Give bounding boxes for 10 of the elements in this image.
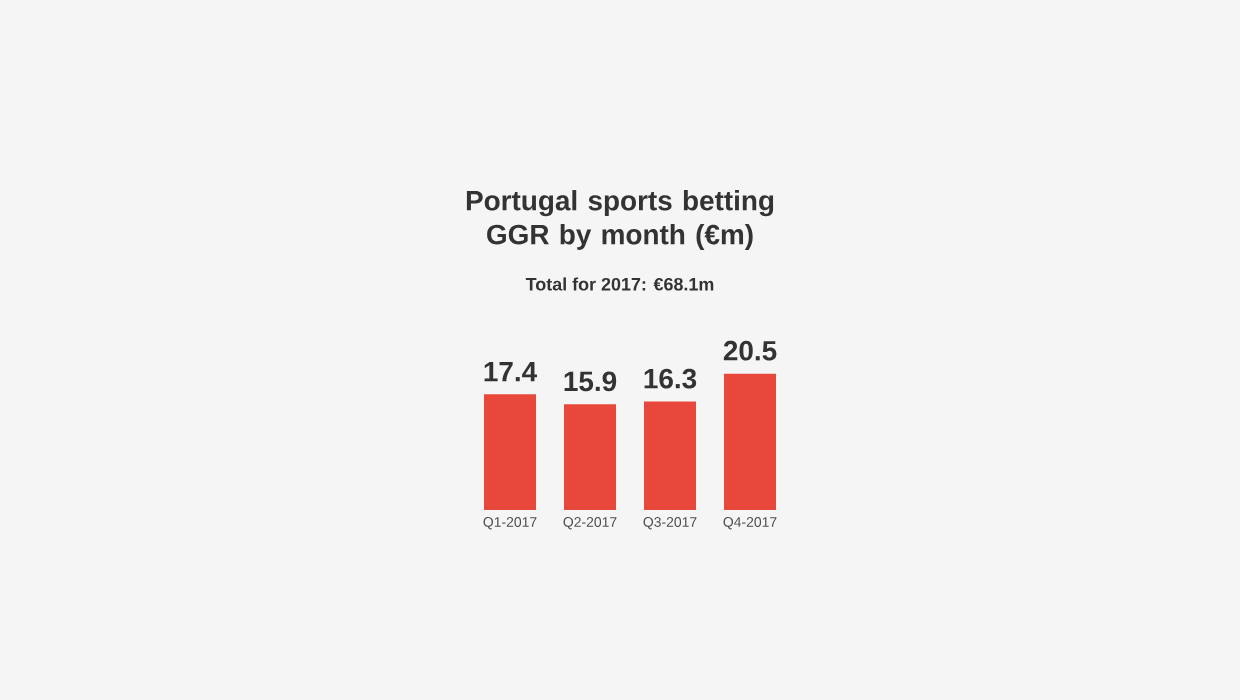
bar — [724, 373, 777, 510]
bar — [564, 404, 617, 510]
bar — [644, 401, 697, 510]
data-label: 16.3 — [644, 368, 697, 389]
data-label: 20.5 — [723, 340, 777, 361]
bar — [484, 394, 537, 510]
chart-subtitle: Total for 2017: €68.1m — [525, 277, 714, 291]
chart-title: Portugal sports betting GGR by month (€m) — [466, 190, 774, 250]
data-label: 15.9 — [564, 371, 617, 392]
data-label: 17.4 — [484, 362, 538, 382]
